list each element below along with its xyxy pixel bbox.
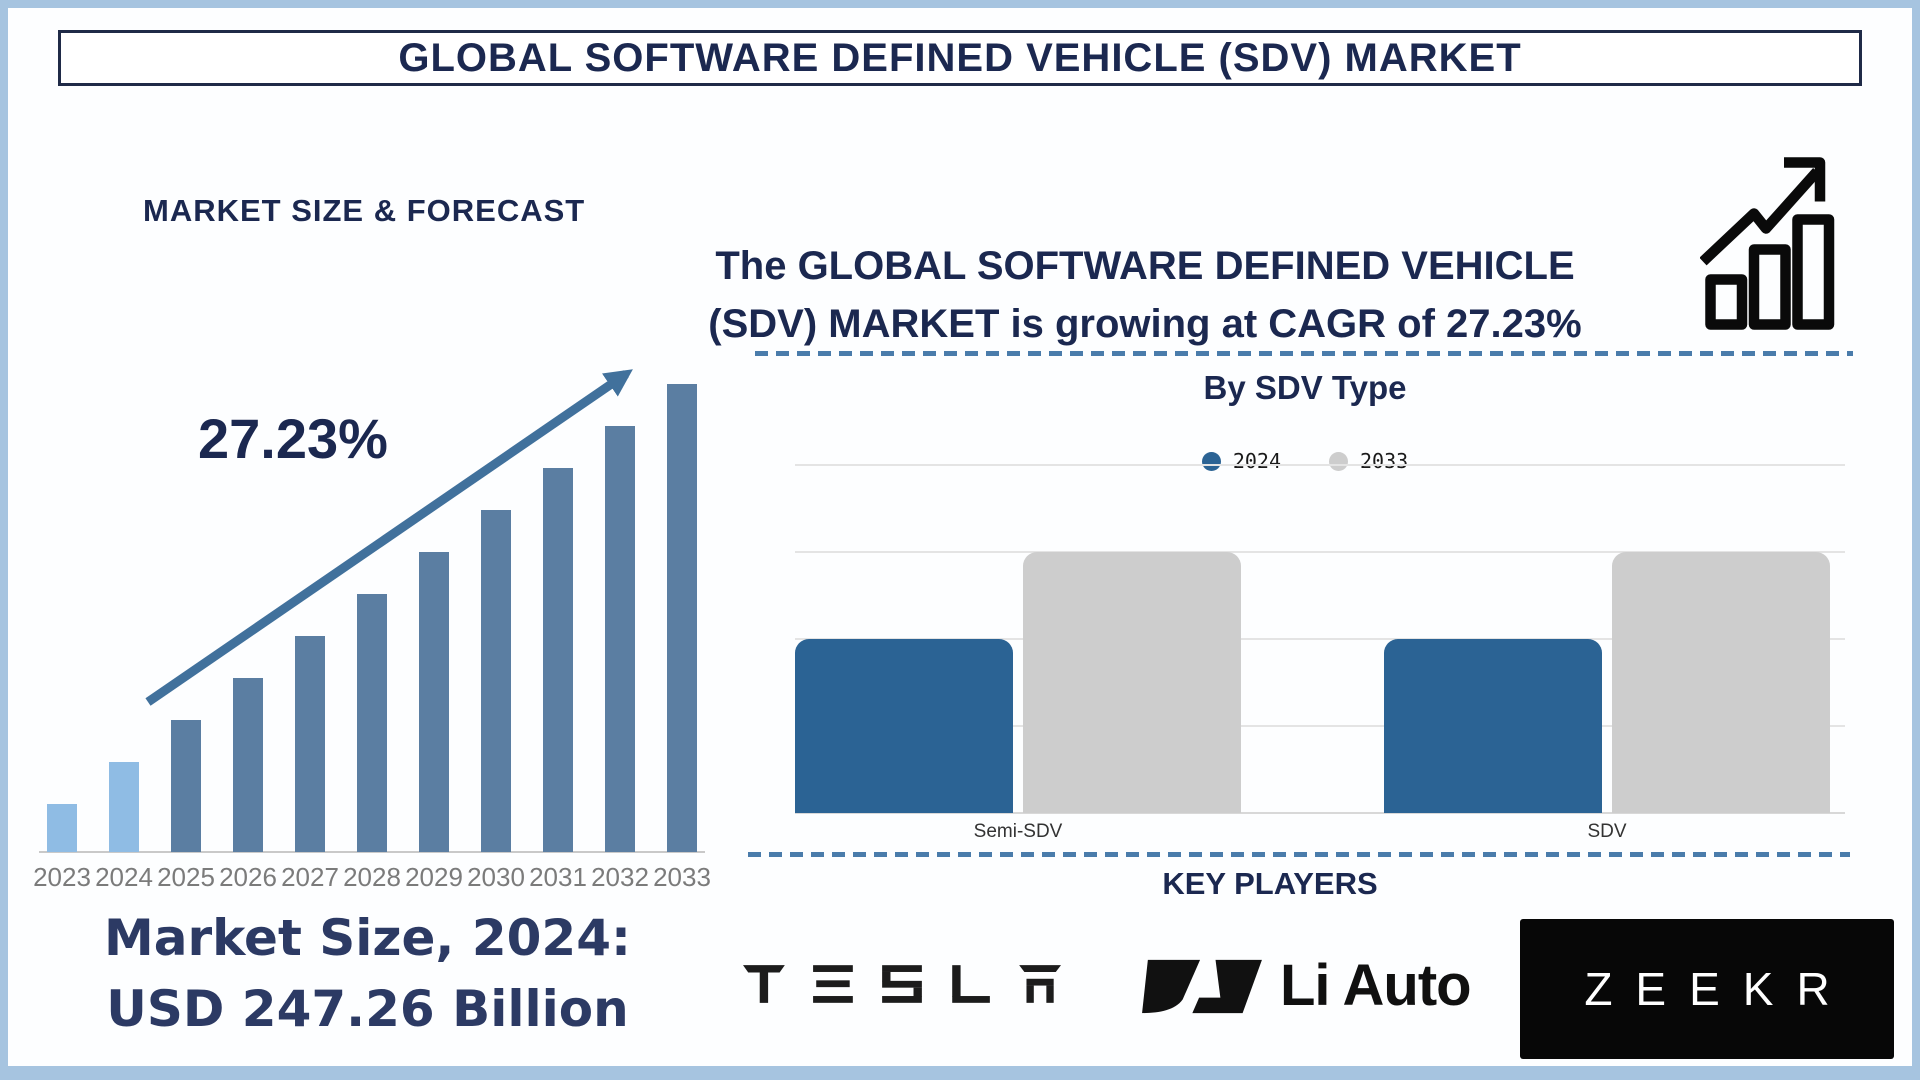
forecast-bar-2031 [543,468,573,852]
by-sdv-type-chart: Semi-SDV SDV [795,464,1845,842]
liauto-logo: Li Auto [1138,952,1472,1019]
type-bar-SDV-2033 [1612,552,1830,813]
x-axis-line [39,851,705,853]
tesla-logo [743,965,1061,1003]
forecast-bar-2032 [605,426,635,852]
tesla-letter-t [743,965,785,1003]
year-label-2030: 2030 [467,862,525,892]
type-bar-Semi-SDV-2024 [795,639,1013,813]
market-size-callout: Market Size, 2024: USD 247.26 Billion [75,903,660,1045]
dashed-divider-bottom [748,852,1850,857]
type-bar-SDV-2024 [1384,639,1602,813]
year-label-2028: 2028 [343,862,401,892]
forecast-bar-2026 [233,678,263,852]
year-label-2024: 2024 [95,862,153,892]
content-background [8,8,1912,1066]
category-label-Semi-SDV: Semi-SDV [973,821,1063,842]
type-bar-Semi-SDV-2033 [1023,552,1241,813]
gridline [795,464,1845,466]
year-label-2023: 2023 [33,862,91,892]
category-label-SDV: SDV [1587,821,1627,842]
gridline [795,638,1845,640]
tesla-letter-e [813,965,853,1003]
market-size-line2: USD 247.26 Billion [106,980,629,1038]
forecast-bar-2023 [47,804,77,852]
key-players-heading: KEY PLAYERS [1162,866,1378,901]
page-title: GLOBAL SOFTWARE DEFINED VEHICLE (SDV) MA… [398,35,1522,80]
growth-chart-icon [1700,157,1835,330]
tesla-letter-l [952,965,990,1003]
tesla-letter-s [882,965,922,1003]
year-label-2032: 2032 [591,862,649,892]
liauto-wordmark: Li Auto [1280,953,1472,1018]
forecast-bar-2025 [171,720,201,852]
cagr-value-label: 27.23% [198,407,388,470]
gridline [795,551,1845,553]
zeekr-wordmark: ZEEKR [1584,963,1853,1015]
legend-item-2033: 2033 [1329,449,1408,473]
growth-statement-line2: (SDV) MARKET is growing at CAGR of 27.23… [708,302,1582,346]
market-size-forecast-heading: MARKET SIZE & FORECAST [143,193,586,228]
growth-statement-line1: The GLOBAL SOFTWARE DEFINED VEHICLE [715,244,1575,288]
market-size-line1: Market Size, 2024: [103,909,631,967]
gridline [795,812,1845,814]
dashed-divider-top [755,351,1853,356]
forecast-bar-2024 [109,762,139,852]
forecast-bar-2033 [667,384,697,852]
forecast-bar-2029 [419,552,449,852]
tesla-letter-a [1019,965,1061,1003]
year-label-2031: 2031 [529,862,587,892]
by-sdv-type-heading: By SDV Type [1203,369,1407,406]
zeekr-logo: ZEEKR [1520,919,1894,1059]
legend-label: 2024 [1232,449,1281,473]
year-label-2027: 2027 [281,862,339,892]
year-label-2033: 2033 [653,862,711,892]
market-size-forecast-chart [35,384,715,853]
forecast-bar-2028 [357,594,387,852]
year-label-2025: 2025 [157,862,215,892]
liauto-icon [1142,959,1262,1013]
year-label-2026: 2026 [219,862,277,892]
growth-statement: The GLOBAL SOFTWARE DEFINED VEHICLE (SDV… [600,237,1690,353]
gridline [795,725,1845,727]
forecast-bar-2030 [481,510,511,852]
title-box: GLOBAL SOFTWARE DEFINED VEHICLE (SDV) MA… [58,30,1862,86]
year-label-2029: 2029 [405,862,463,892]
legend-label: 2033 [1360,449,1409,473]
trend-arrow-icon [145,369,633,706]
forecast-bar-2027 [295,636,325,852]
